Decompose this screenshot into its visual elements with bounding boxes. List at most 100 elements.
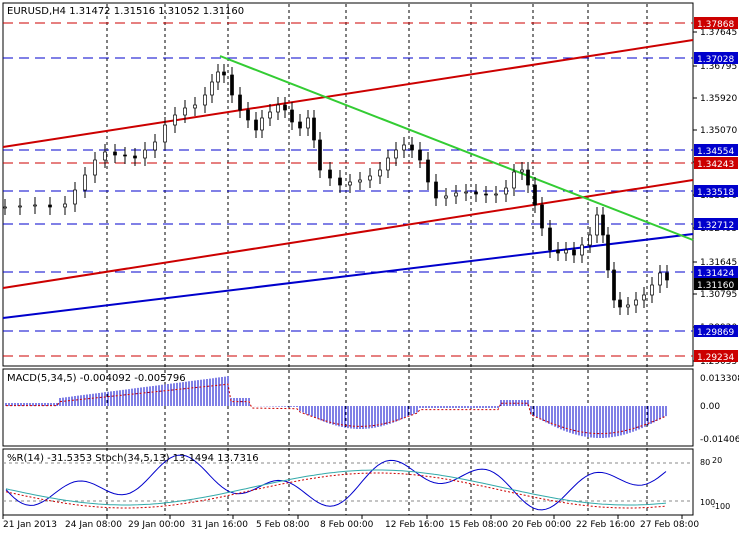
candle-body <box>601 214 605 236</box>
level-label-bg <box>694 144 738 156</box>
candle-body <box>133 155 137 159</box>
osc-scale-label: -100 <box>712 502 730 511</box>
candle-body <box>402 144 406 151</box>
candle-body <box>650 284 654 296</box>
candle-body <box>348 181 352 186</box>
time-label: 12 Feb 16:00 <box>385 520 444 530</box>
main-panel-frame <box>2 2 694 367</box>
candle-body <box>454 192 458 197</box>
level-label-bg <box>694 278 738 290</box>
candle-body <box>410 144 414 151</box>
macd-scale-label: -0.014063 <box>700 435 739 445</box>
osc-scale-label: 80 <box>700 458 710 467</box>
candle-body <box>306 117 310 129</box>
osc-scale-label: 20 <box>712 456 722 465</box>
level-label: 1.37028 <box>697 55 734 65</box>
level-label-bg <box>694 157 738 169</box>
candle-body <box>230 74 234 96</box>
candle-body <box>512 171 516 189</box>
candle-body <box>268 111 272 119</box>
level-label: 1.31424 <box>697 269 734 279</box>
price-tick-label: 1.31645 <box>700 258 737 268</box>
candle-body <box>564 249 568 254</box>
candle-body <box>394 149 398 159</box>
candle-body <box>595 214 599 236</box>
candle-body <box>276 104 280 113</box>
candle-body <box>426 159 430 183</box>
time-label: 8 Feb 00:00 <box>320 520 374 530</box>
candle-body <box>210 81 214 96</box>
candle-body <box>290 109 294 123</box>
level-label: 1.33518 <box>697 188 734 198</box>
candle-body <box>83 174 87 191</box>
stoch-main-line <box>5 469 667 506</box>
level-label: 1.34243 <box>697 160 734 170</box>
candle-body <box>474 191 478 195</box>
candle-body <box>338 177 342 186</box>
level-label-bg <box>694 350 738 362</box>
candle-body <box>504 187 508 195</box>
candle-body <box>222 71 226 76</box>
candle-body <box>572 249 576 256</box>
candle-body <box>3 206 7 209</box>
blue-trend-line[interactable] <box>2 233 694 319</box>
level-labels: 1.37868 1.37028 1.34554 1.34243 1.33518 1.327… <box>694 17 738 363</box>
candle-body <box>533 184 537 206</box>
price-tick-label: 1.35070 <box>700 126 737 136</box>
macd-histogram <box>5 376 667 438</box>
candle-body <box>540 204 544 229</box>
candle-body <box>444 195 448 199</box>
macd-panel-frame <box>2 368 694 447</box>
candle-body <box>494 193 498 196</box>
level-label-bg <box>694 325 738 337</box>
upper-channel-line[interactable] <box>2 39 694 148</box>
osc-panel-frame <box>2 448 694 516</box>
candle-body <box>48 204 52 208</box>
candle-body <box>580 244 584 256</box>
time-label: 22 Feb 16:00 <box>576 520 635 530</box>
level-label: 1.32712 <box>697 221 734 231</box>
candle-body <box>93 159 97 176</box>
macd-title: MACD(5,34,5) -0.004092 -0.005796 <box>7 373 186 384</box>
level-label: 1.29869 <box>697 328 734 338</box>
macd-scale-label: 0.00 <box>700 402 720 412</box>
candle-body <box>216 71 220 83</box>
williams-r-line <box>5 454 667 511</box>
candle-body <box>434 181 438 199</box>
candle-body <box>618 299 622 308</box>
time-label: 20 Feb 00:00 <box>512 520 571 530</box>
candle-body <box>123 154 127 157</box>
candle-body <box>612 269 616 301</box>
candle-body <box>358 179 362 183</box>
candle-body <box>143 149 147 159</box>
candle-body <box>153 141 157 151</box>
candle-body <box>246 109 250 121</box>
time-axis: 21 Jan 2013 24 Jan 08:00 29 Jan 00:00 31 Ja… <box>2 515 699 530</box>
candle-body <box>378 169 382 177</box>
candle-body <box>173 114 177 126</box>
green-trend-line[interactable] <box>219 55 694 241</box>
time-label: 29 Jan 00:00 <box>128 520 185 530</box>
candle-body <box>665 272 669 281</box>
level-label-bg <box>694 17 738 29</box>
macd-scale: 0.013308 0.00 -0.014063 <box>700 374 739 445</box>
trend-lines[interactable] <box>2 39 694 319</box>
candle-body <box>318 139 322 171</box>
candle-body <box>18 205 22 208</box>
candle-body <box>526 169 530 186</box>
candle-body <box>634 299 638 306</box>
lower-channel-line[interactable] <box>2 179 694 289</box>
stoch-signal-line <box>5 472 667 509</box>
time-label: 31 Jan 16:00 <box>191 520 248 530</box>
candle-body <box>254 119 258 131</box>
candle-body <box>642 294 646 301</box>
candle-body <box>626 304 630 308</box>
candle-body <box>556 249 560 254</box>
price-tick-label: 1.37645 <box>700 28 737 38</box>
level-label-bg <box>694 266 738 278</box>
level-label-bg <box>694 185 738 197</box>
time-label: 21 Jan 2013 <box>3 520 57 530</box>
